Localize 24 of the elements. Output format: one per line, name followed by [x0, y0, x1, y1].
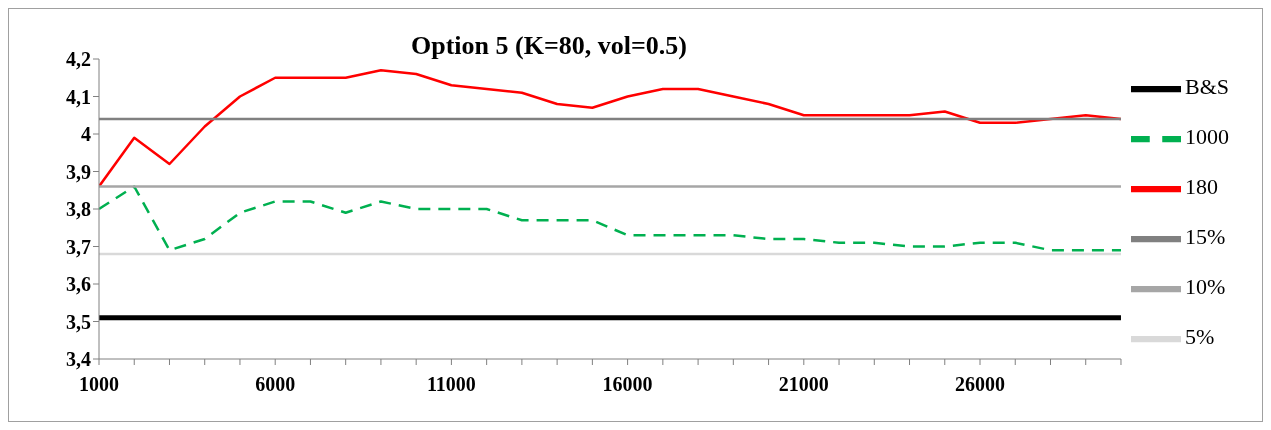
y-tick-label: 3,8 [66, 198, 91, 221]
chart-title: Option 5 (K=80, vol=0.5) [410, 31, 688, 61]
y-tick-label: 3,7 [66, 235, 91, 258]
y-tick-label: 3,5 [66, 310, 91, 333]
legend-label: 10% [1184, 274, 1226, 300]
y-tick-label: 3,4 [66, 348, 91, 371]
line-series [99, 69, 1121, 188]
line-series [99, 185, 1121, 252]
x-tick-label: 16000 [602, 373, 653, 396]
x-tick-label: 11000 [426, 373, 476, 396]
x-tick-label: 6000 [255, 373, 296, 396]
y-tick-label: 4 [81, 123, 91, 146]
y-tick-label: 4,1 [66, 85, 91, 108]
legend-label: 5% [1184, 324, 1215, 350]
y-tick-label: 3,6 [66, 273, 91, 296]
legend-label: 1000 [1184, 124, 1229, 150]
legend-label: B&S [1184, 74, 1229, 100]
x-tick-label: 26000 [955, 373, 1006, 396]
legend-label: 180 [1184, 174, 1218, 200]
y-tick-label: 4,2 [66, 48, 91, 71]
x-tick-label: 21000 [778, 373, 829, 396]
y-tick-label: 3,9 [66, 160, 91, 183]
x-tick-label: 1000 [79, 373, 119, 396]
legend-label: 15% [1184, 224, 1226, 250]
